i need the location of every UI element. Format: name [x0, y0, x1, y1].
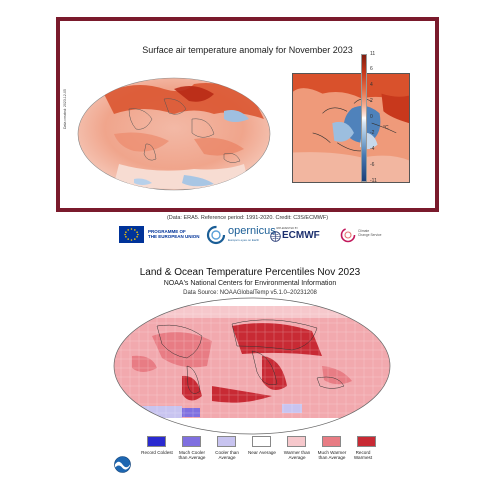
legend-swatch	[147, 436, 166, 447]
legend-swatch	[322, 436, 341, 447]
colorbar-tick: 11	[370, 51, 376, 57]
copernicus-credit: (Data: ERA5. Reference period: 1991-2020…	[166, 215, 329, 221]
legend-swatch	[252, 436, 271, 447]
ecmwf-globe-icon	[270, 231, 281, 242]
legend-label: Much Cooler than Average	[178, 450, 206, 461]
legend-swatch	[357, 436, 376, 447]
legend-swatch	[182, 436, 201, 447]
copernicus-tagline: Europe's eyes on Earth	[228, 238, 260, 242]
legend-label: Warmer than Average	[283, 450, 311, 461]
anomaly-colorbar	[361, 54, 367, 182]
colorbar-tick: 4	[370, 82, 373, 88]
noaa-source: Data Source: NOAAGlobalTemp v5.1.0–20231…	[183, 290, 317, 296]
colorbar-tick: -6	[370, 162, 375, 168]
legend-label: Cooler than Average	[215, 450, 239, 461]
c3s-logo-icon	[340, 227, 356, 243]
legend-label: Record Warmest	[353, 450, 373, 461]
eu-line: THE EUROPEAN UNION	[148, 234, 200, 239]
eu-flag-icon	[119, 226, 144, 243]
c3s-line: Change Service	[358, 233, 382, 237]
europe-anomaly-map	[292, 73, 410, 183]
eu-line: PROGRAMME OF	[148, 229, 186, 234]
c3s-text: Climate Change Service	[358, 229, 381, 237]
copernicus-wordmark: opernicus	[228, 225, 276, 237]
percentile-map	[113, 297, 391, 435]
legend-swatch	[287, 436, 306, 447]
colorbar-tick: 0	[370, 114, 373, 120]
colorbar-tick: -4	[370, 146, 375, 152]
c3s-line: Climate	[358, 229, 370, 233]
noaa-subtitle: NOAA's National Centers for Environmenta…	[163, 280, 337, 287]
copernicus-title: Surface air temperature anomaly for Nove…	[142, 45, 353, 55]
percentile-legend: Record Coldest Much Cooler than Average …	[140, 436, 380, 466]
logo-strip: PROGRAMME OF THE EUROPEAN UNION opernicu…	[0, 224, 500, 246]
copernicus-logo-icon	[206, 225, 226, 245]
legend-label: Record Coldest	[141, 450, 173, 455]
global-anomaly-map	[77, 77, 271, 191]
legend-label: Near Average	[247, 450, 276, 455]
ecmwf-implemented-by: IMPLEMENTED BY	[276, 227, 299, 230]
colorbar-tick: -11	[370, 178, 377, 184]
ecmwf-wordmark: ECMWF	[282, 230, 320, 241]
noaa-title: Land & Ocean Temperature Percentiles Nov…	[139, 267, 361, 278]
eu-programme-text: PROGRAMME OF THE EUROPEAN UNION	[148, 229, 200, 239]
colorbar-tick: 2	[370, 98, 373, 104]
legend-swatch	[217, 436, 236, 447]
noaa-logo-icon	[114, 456, 131, 473]
colorbar-tick: -2	[370, 130, 375, 136]
copernicus-panel: Surface air temperature anomaly for Nove…	[56, 17, 439, 221]
colorbar-tick: 6	[370, 66, 373, 72]
legend-label: Much Warmer than Average	[317, 450, 347, 461]
colorbar-unit: °C	[383, 125, 389, 131]
data-created-note: Data created: 2023-12-05	[63, 89, 67, 129]
